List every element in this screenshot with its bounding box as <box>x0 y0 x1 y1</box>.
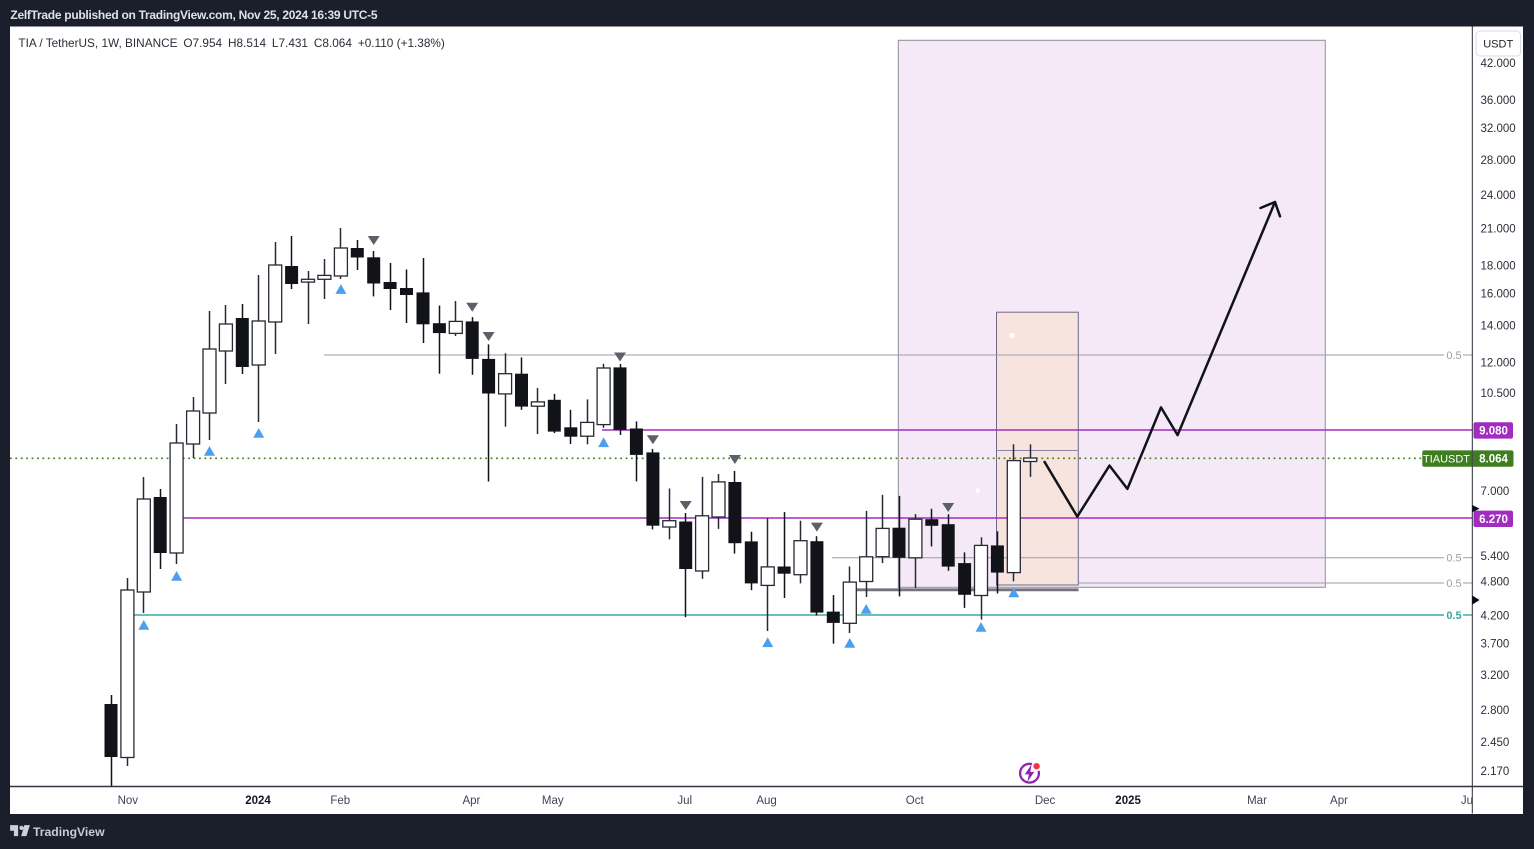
svg-text:14.000: 14.000 <box>1481 321 1516 333</box>
svg-text:May: May <box>542 795 564 807</box>
svg-text:24.000: 24.000 <box>1481 190 1516 202</box>
svg-text:Dec: Dec <box>1035 795 1056 807</box>
svg-text:21.000: 21.000 <box>1481 224 1516 236</box>
svg-text:28.000: 28.000 <box>1481 155 1516 167</box>
svg-text:0.5: 0.5 <box>1446 553 1461 565</box>
svg-text:Oct: Oct <box>906 795 925 807</box>
svg-text:4.200: 4.200 <box>1481 611 1510 623</box>
svg-text:5.400: 5.400 <box>1481 551 1510 563</box>
svg-text:2024: 2024 <box>245 795 271 807</box>
svg-text:12.000: 12.000 <box>1481 357 1516 369</box>
svg-text:3.200: 3.200 <box>1481 670 1510 682</box>
svg-text:0.5: 0.5 <box>1446 350 1461 362</box>
svg-text:Ju: Ju <box>1461 795 1473 807</box>
svg-text:2.450: 2.450 <box>1481 737 1510 749</box>
svg-text:10.500: 10.500 <box>1481 388 1516 400</box>
svg-text:TIA / TetherUS, 1W, BINANCE O7: TIA / TetherUS, 1W, BINANCE O7.954 H8.51… <box>18 36 445 50</box>
svg-text:Feb: Feb <box>330 795 350 807</box>
svg-text:Apr: Apr <box>1330 795 1348 807</box>
svg-text:2.800: 2.800 <box>1481 705 1510 717</box>
svg-text:2.170: 2.170 <box>1481 766 1510 778</box>
svg-text:8.064: 8.064 <box>1479 454 1508 466</box>
svg-text:Apr: Apr <box>462 795 480 807</box>
svg-text:16.000: 16.000 <box>1481 289 1516 301</box>
svg-text:USDT: USDT <box>1483 39 1513 51</box>
svg-text:3.700: 3.700 <box>1481 639 1510 651</box>
svg-text:Nov: Nov <box>118 795 139 807</box>
svg-text:18.000: 18.000 <box>1481 261 1516 273</box>
svg-text:2025: 2025 <box>1115 795 1141 807</box>
svg-text:32.000: 32.000 <box>1481 123 1516 135</box>
svg-text:Aug: Aug <box>756 795 776 807</box>
svg-text:TIAUSDT: TIAUSDT <box>1423 454 1470 466</box>
svg-text:4.800: 4.800 <box>1481 577 1510 589</box>
svg-text:ZelfTrade published on Trading: ZelfTrade published on TradingView.com, … <box>10 8 377 22</box>
svg-text:7.000: 7.000 <box>1481 486 1510 498</box>
svg-text:TradingView: TradingView <box>33 825 105 839</box>
svg-text:9.080: 9.080 <box>1479 426 1508 438</box>
svg-text:42.000: 42.000 <box>1481 58 1516 70</box>
svg-text:0.5: 0.5 <box>1446 578 1461 590</box>
svg-text:6.270: 6.270 <box>1479 514 1508 526</box>
svg-text:Mar: Mar <box>1247 795 1267 807</box>
svg-text:Jul: Jul <box>677 795 692 807</box>
svg-text:36.000: 36.000 <box>1481 95 1516 107</box>
svg-text:0.5: 0.5 <box>1446 610 1461 622</box>
